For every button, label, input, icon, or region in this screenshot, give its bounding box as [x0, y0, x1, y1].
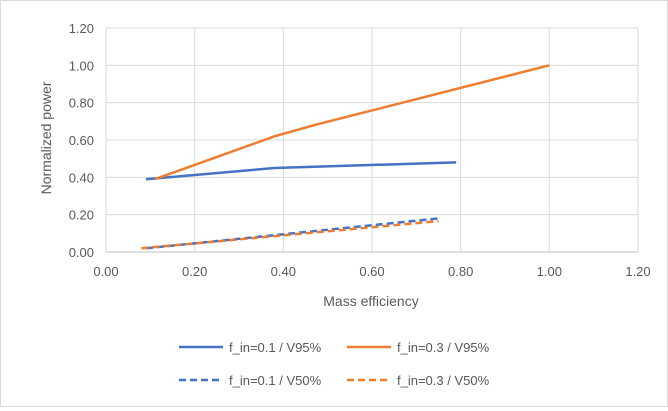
tick-labels: 0.00 0.20 0.40 0.60 0.80 1.00 1.20 0.00 0.20 0.40… — [69, 21, 651, 279]
y-tick-label: 0.80 — [69, 96, 94, 111]
y-tick-label: 0.60 — [69, 133, 94, 148]
x-tick-label: 0.00 — [93, 264, 118, 279]
x-tick-label: 0.60 — [359, 264, 384, 279]
x-tick-label: 1.20 — [625, 264, 650, 279]
y-tick-label: 1.20 — [69, 21, 94, 36]
x-tick-label: 0.40 — [271, 264, 296, 279]
legend-label: f_in=0.1 / V95% — [229, 340, 322, 355]
series-line-1 — [145, 161, 457, 181]
series-line-2 — [154, 64, 550, 181]
legend-label: f_in=0.1 / V50% — [229, 373, 322, 388]
legend-label: f_in=0.3 / V95% — [397, 340, 490, 355]
gridlines — [105, 27, 639, 253]
y-tick-label: 0.20 — [69, 208, 94, 223]
series-lines — [141, 64, 550, 250]
y-tick-label: 0.00 — [69, 245, 94, 260]
x-tick-label: 0.20 — [182, 264, 207, 279]
x-tick-label: 1.00 — [537, 264, 562, 279]
y-tick-label: 1.00 — [69, 58, 94, 73]
legend: f_in=0.1 / V95% f_in=0.3 / V95% f_in=0.1 /… — [179, 340, 490, 388]
x-tick-label: 0.80 — [448, 264, 473, 279]
x-axis-label: Mass efficiency — [323, 293, 418, 309]
y-axis-label: Normalized power — [38, 81, 54, 194]
y-tick-label: 0.40 — [69, 170, 94, 185]
series-line-4 — [141, 219, 439, 250]
legend-label: f_in=0.3 / V50% — [397, 373, 490, 388]
